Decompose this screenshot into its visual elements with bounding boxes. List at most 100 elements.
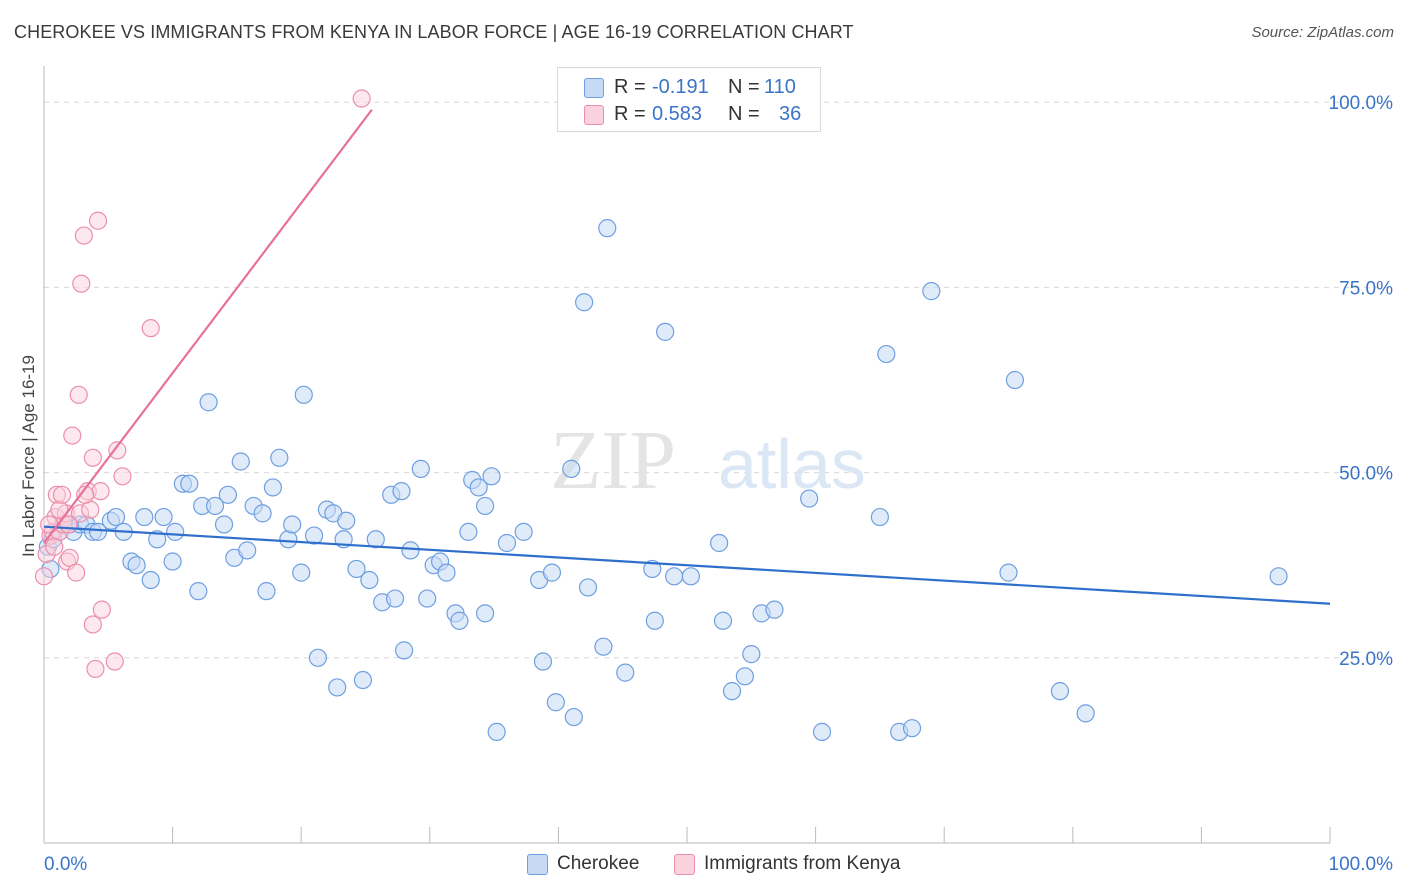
data-point-cherokee <box>475 496 495 516</box>
data-point-kenya <box>67 563 86 582</box>
data-point-cherokee <box>205 496 225 516</box>
data-point-kenya <box>34 567 54 586</box>
legend-r-label: R = <box>614 76 646 98</box>
legend-n-label: N = <box>728 103 760 125</box>
data-point-kenya <box>72 274 91 293</box>
data-point-cherokee <box>870 507 890 527</box>
data-point-kenya <box>86 659 105 679</box>
trend-lines <box>43 108 1331 605</box>
data-point-cherokee <box>337 511 356 530</box>
data-point-cherokee <box>1005 370 1025 390</box>
data-point-cherokee <box>148 530 167 549</box>
data-point-cherokee <box>469 478 488 497</box>
axes <box>43 66 1331 844</box>
data-point-cherokee <box>450 611 469 630</box>
data-point-kenya <box>108 441 127 460</box>
data-point-kenya <box>69 385 88 404</box>
data-point-kenya <box>45 537 64 556</box>
data-point-cherokee <box>681 567 700 586</box>
data-point-cherokee <box>401 541 420 560</box>
data-point-kenya <box>83 615 102 634</box>
data-point-cherokee <box>263 478 283 497</box>
data-point-cherokee <box>360 570 379 590</box>
chart-title: CHEROKEE VS IMMIGRANTS FROM KENYA IN LAB… <box>14 22 854 42</box>
data-point-cherokee <box>257 582 276 601</box>
y-tick-label: 75.0% <box>1339 278 1393 299</box>
data-point-cherokee <box>163 552 182 571</box>
data-point-kenya <box>352 89 371 108</box>
data-point-cherokee <box>180 474 199 493</box>
data-point-cherokee <box>643 559 662 579</box>
data-point-cherokee <box>231 452 250 471</box>
y-tick-label: 50.0% <box>1339 464 1393 485</box>
data-point-cherokee <box>616 663 635 682</box>
data-point-cherokee <box>279 530 298 549</box>
data-point-cherokee <box>218 485 237 504</box>
data-point-cherokee <box>135 507 154 527</box>
data-point-cherokee <box>270 448 289 467</box>
data-point-cherokee <box>542 563 562 582</box>
data-point-cherokee <box>394 641 414 660</box>
data-point-cherokee <box>487 722 506 741</box>
data-point-cherokee <box>141 570 160 590</box>
data-point-cherokee <box>308 648 328 667</box>
data-point-cherokee <box>575 293 594 312</box>
data-point-kenya <box>113 467 132 486</box>
data-point-cherokee <box>598 219 617 238</box>
series-legend: Cherokee Immigrants from Kenya <box>0 852 1406 878</box>
data-point-cherokee <box>437 563 456 582</box>
data-point-cherokee <box>877 344 896 364</box>
data-point-cherokee <box>366 530 385 549</box>
data-point-cherokee <box>578 578 598 597</box>
x-tick-label-min: 0.0% <box>44 854 87 875</box>
y-tick-label: 25.0% <box>1339 649 1393 670</box>
data-point-cherokee <box>562 459 581 479</box>
legend-swatch-cherokee <box>527 854 548 875</box>
data-point-cherokee <box>253 504 272 523</box>
data-point-kenya <box>88 211 108 230</box>
data-point-cherokee <box>800 489 819 508</box>
data-point-cherokee <box>710 533 729 553</box>
trend-line-kenya <box>43 108 373 544</box>
data-point-cherokee <box>154 507 173 527</box>
data-point-cherokee <box>594 637 613 656</box>
y-tick-label: 100.0% <box>1329 93 1394 114</box>
legend-r-label: R = <box>614 103 646 125</box>
data-point-kenya <box>83 448 102 467</box>
data-point-kenya <box>105 652 124 671</box>
data-point-kenya <box>74 226 93 245</box>
data-point-kenya <box>52 485 72 504</box>
data-point-cherokee <box>106 507 126 527</box>
legend-label-cherokee: Cherokee <box>557 853 640 874</box>
data-point-cherokee <box>353 670 373 690</box>
source-label: Source: ZipAtlas.com <box>1251 24 1394 41</box>
legend-swatch-kenya <box>674 854 695 875</box>
data-point-kenya <box>91 482 110 501</box>
data-point-cherokee <box>999 563 1018 582</box>
legend-n-value: 36 <box>779 103 802 125</box>
data-point-cherokee <box>385 589 405 608</box>
data-point-cherokee <box>902 719 922 738</box>
data-point-cherokee <box>482 467 501 486</box>
data-point-cherokee <box>238 541 257 560</box>
x-tick-label-max: 100.0% <box>1329 854 1394 875</box>
data-point-cherokee <box>735 667 754 686</box>
data-point-cherokee <box>88 522 108 541</box>
data-point-cherokee <box>1050 682 1070 701</box>
data-point-cherokee <box>475 604 495 623</box>
legend-swatch-cherokee <box>584 78 604 98</box>
data-point-cherokee <box>533 652 553 671</box>
data-point-cherokee <box>665 567 684 586</box>
data-point-cherokee <box>656 322 675 341</box>
data-point-cherokee <box>328 678 347 697</box>
kenya-points <box>34 89 371 679</box>
legend-label-kenya: Immigrants from Kenya <box>704 853 901 874</box>
legend-n-value: 110 <box>764 76 796 98</box>
legend-n-label: N = <box>728 76 760 98</box>
data-point-cherokee <box>304 526 324 545</box>
data-point-cherokee <box>812 722 832 741</box>
data-point-cherokee <box>347 559 366 579</box>
data-point-cherokee <box>283 515 302 534</box>
data-point-cherokee <box>214 515 234 534</box>
y-tick-labels: 25.0% 50.0% 75.0% 100.0% <box>1329 93 1394 670</box>
